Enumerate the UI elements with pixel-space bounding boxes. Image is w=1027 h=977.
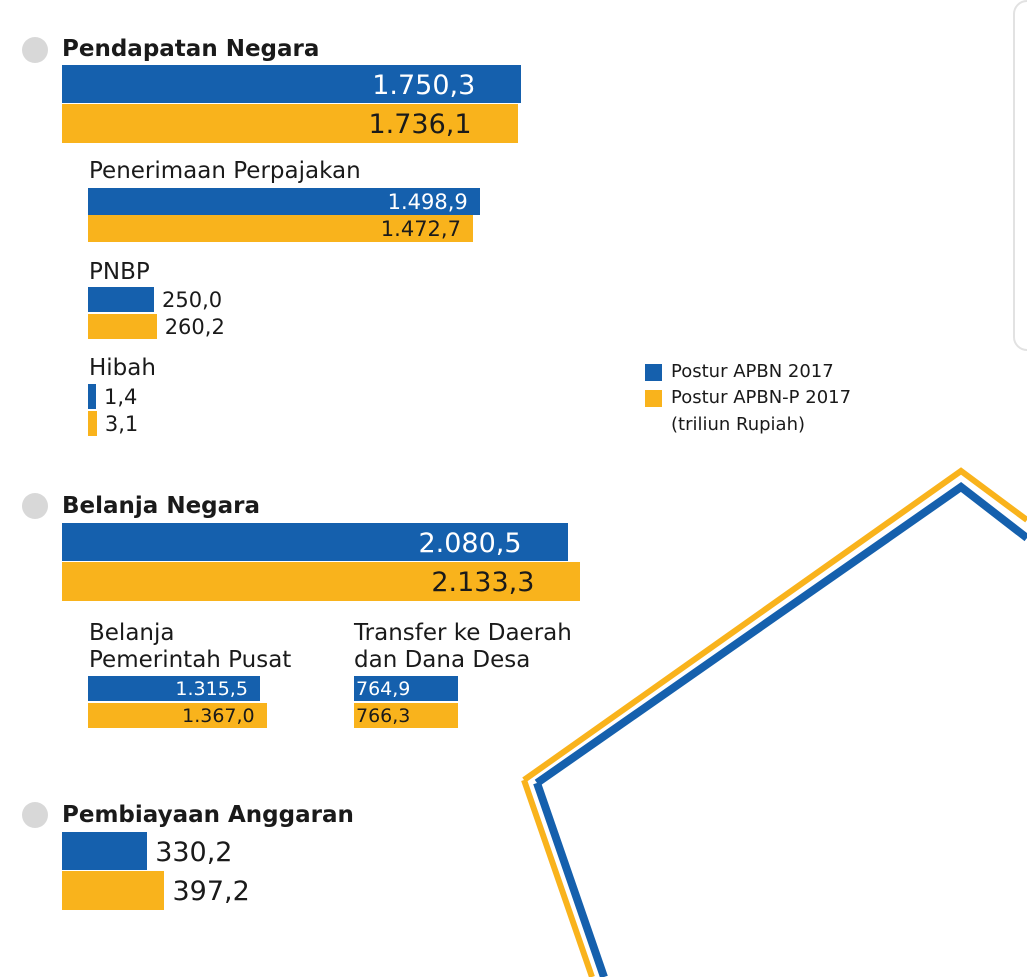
legend-unit: (triliun Rupiah) [671,414,806,435]
belanja-negara-title: Belanja Negara [62,493,261,519]
hibah-title: Hibah [89,355,156,381]
pnbp-bar-apbnp [88,314,157,339]
side-panel-card [1013,0,1027,351]
pembiayaan-anggaran-bar-apbnp [62,871,165,910]
transfer-ke-daerah-dan-dana-desa-bar-apbnp [354,703,458,728]
penerimaan-perpajakan-bar-apbn [88,188,480,215]
penerimaan-perpajakan-value-label-apbn: 1.498,9 [387,190,468,214]
pendapatan-negara-value-label-apbn: 1.750,3 [372,69,476,101]
pnbp-title: PNBP [89,259,150,285]
hibah-value-label-apbnp: 3,1 [104,412,139,436]
belanja-negara-value-label-apbnp: 2.133,3 [431,567,535,598]
transfer-ke-daerah-dan-dana-desa-bar-apbn [354,676,458,701]
belanja-negara-value-label-apbn: 2.080,5 [418,527,522,559]
pendapatan-negara-title: Pendapatan Negara [62,36,320,62]
pendapatan-negara-value-label-apbnp: 1.736,1 [368,109,472,140]
hibah-bar-apbn [88,384,96,409]
pembiayaan-anggaran-title: Pembiayaan Anggaran [62,802,354,828]
belanja-pemerintah-pusat-bar-apbnp [88,703,267,728]
penerimaan-perpajakan-bar-apbnp [88,215,473,242]
belanja-pemerintah-pusat-value-label-apbn: 1.315,5 [175,678,248,700]
hibah-bar-apbnp [88,411,97,436]
pembiayaan-anggaran-value-label-apbn: 330,2 [155,836,233,868]
gold-outline-stroke [522,467,1027,783]
belanja-negara-bar-apbn [62,523,568,561]
transfer-ke-daerah-dan-dana-desa-title: Transfer ke Daerah dan Dana Desa [354,620,572,673]
legend-label-apbn: Postur APBN 2017 [671,361,834,382]
pembiayaan-anggaran-bullet-dot [22,802,48,828]
legend-swatch-apbn [645,364,662,381]
belanja-pemerintah-pusat-bar-apbn [88,676,260,701]
transfer-ke-daerah-dan-dana-desa-value-label-apbnp: 766,3 [356,705,411,727]
transfer-ke-daerah-dan-dana-desa-value-label-apbn: 764,9 [356,678,411,700]
pnbp-bar-apbn [88,287,154,312]
belanja-pemerintah-pusat-value-label-apbnp: 1.367,0 [182,705,255,727]
hibah-value-label-apbn: 1,4 [104,385,138,409]
gold-outline-stroke-lower [521,779,595,977]
pendapatan-negara-bar-apbnp [62,104,518,143]
pendapatan-negara-bar-apbn [62,65,522,103]
penerimaan-perpajakan-title: Penerimaan Perpajakan [89,158,361,184]
pendapatan-negara-bullet-dot [22,37,48,63]
belanja-pemerintah-pusat-title: Belanja Pemerintah Pusat [89,620,292,673]
blue-outline-stroke-lower [533,781,608,977]
pembiayaan-anggaran-bar-apbn [62,832,148,870]
penerimaan-perpajakan-value-label-apbnp: 1.472,7 [380,217,461,241]
pnbp-value-label-apbnp: 260,2 [164,315,225,339]
pnbp-value-label-apbn: 250,0 [162,288,223,312]
pembiayaan-anggaran-value-label-apbnp: 397,2 [172,876,250,907]
legend-label-apbnp: Postur APBN-P 2017 [671,387,852,408]
belanja-negara-bar-apbnp [62,562,581,601]
legend-swatch-apbnp [645,390,662,407]
belanja-negara-bullet-dot [22,493,48,519]
blue-outline-stroke [534,482,1027,787]
